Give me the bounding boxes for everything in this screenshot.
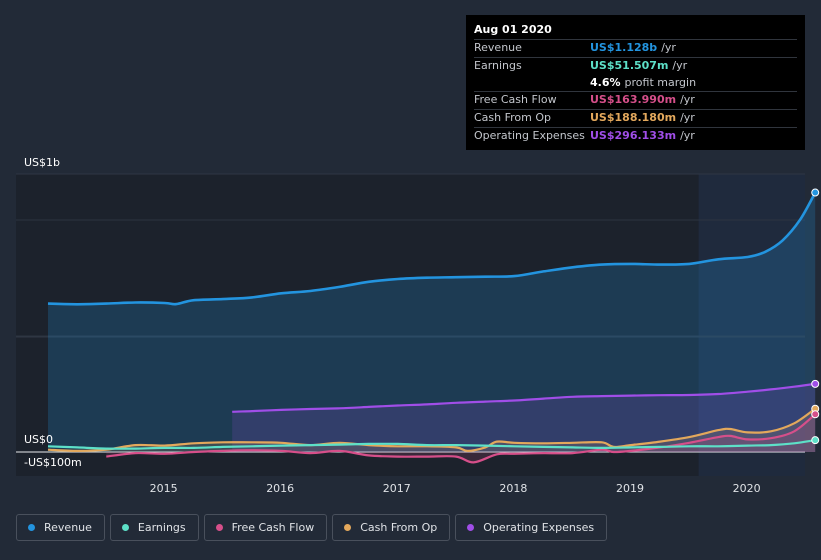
legend-label: Cash From Op: [360, 521, 438, 534]
legend-dot-icon: [344, 524, 352, 531]
x-tick-label: 2016: [266, 482, 294, 495]
legend-dot-icon: [28, 524, 35, 531]
gridlines: [16, 173, 805, 338]
legend: Revenue Earnings Free Cash Flow Cash From O…: [16, 514, 608, 541]
series-line-cash-from-op: [47, 407, 816, 452]
series-endpoints: [811, 188, 820, 445]
legend-label: Operating Expenses: [483, 521, 595, 534]
tooltip-unit: /yr: [661, 41, 676, 54]
tooltip-row-margin: 4.6% profit margin: [474, 75, 797, 92]
series-line-operating-expenses: [232, 382, 816, 413]
tooltip-value-opex: US$296.133m: [590, 128, 677, 142]
legend-label: Earnings: [137, 521, 186, 534]
tooltip-value-cfo: US$188.180m: [590, 111, 677, 125]
data-tooltip: Aug 01 2020 Revenue US$1.128b /yr Earnin…: [466, 15, 805, 150]
x-tick-label: 2015: [150, 482, 178, 495]
tooltip-margin-label: profit margin: [624, 75, 697, 89]
legend-dot-icon: [215, 524, 223, 531]
x-tick-label: 2020: [733, 482, 761, 495]
series-endpoint-operating-expenses: [811, 379, 820, 388]
legend-label: Revenue: [44, 521, 92, 534]
series-line-free-cash-flow: [106, 413, 816, 464]
legend-item-operating-expenses[interactable]: Operating Expenses: [455, 514, 608, 541]
tooltip-unit: /yr: [672, 58, 688, 72]
series-area-revenue: [48, 192, 816, 452]
y-axis-bottom-label: -US$100m: [24, 456, 82, 469]
tooltip-label: Earnings: [474, 58, 522, 72]
tooltip-row-earnings: Earnings US$51.507m /yr: [474, 56, 797, 75]
legend-dot-icon: [467, 524, 475, 531]
x-axis-ticks: 2015 2016 2017 2018 2019 2020: [150, 482, 761, 495]
legend-item-cash-from-op[interactable]: Cash From Op: [332, 514, 451, 541]
x-tick-label: 2017: [383, 482, 411, 495]
tooltip-value-margin: 4.6%: [590, 75, 621, 89]
tooltip-row-opex: Operating Expenses US$296.133m /yr: [474, 126, 797, 145]
tooltip-unit: /yr: [680, 93, 695, 107]
y-axis-top-label: US$1b: [24, 156, 60, 169]
series-layer: [47, 191, 817, 464]
series-endpoint-free-cash-flow: [811, 410, 820, 419]
series-line-earnings: [47, 439, 816, 450]
series-endpoint-revenue: [811, 188, 820, 197]
series-area-operating-expenses: [232, 383, 816, 452]
tooltip-value-earnings: US$51.507m: [590, 58, 669, 72]
tooltip-label: Revenue: [474, 41, 522, 54]
legend-dot-icon: [121, 524, 129, 531]
tooltip-label: Free Cash Flow: [474, 93, 557, 107]
legend-item-free-cash-flow[interactable]: Free Cash Flow: [203, 514, 328, 541]
series-line-revenue: [47, 191, 817, 306]
tooltip-row-revenue: Revenue US$1.128b /yr: [474, 39, 797, 57]
tooltip-row-fcf: Free Cash Flow US$163.990m /yr: [474, 91, 797, 109]
tooltip-value-revenue: US$1.128b: [590, 41, 658, 54]
x-tick-label: 2018: [499, 482, 527, 495]
tooltip-unit: /yr: [680, 111, 695, 125]
tooltip-label: Operating Expenses: [474, 128, 585, 142]
plot-background: [16, 174, 805, 476]
tooltip-row-cfo: Cash From Op US$188.180m /yr: [474, 109, 797, 127]
tooltip-label: Cash From Op: [474, 111, 552, 125]
legend-label: Free Cash Flow: [231, 521, 315, 534]
legend-item-revenue[interactable]: Revenue: [16, 514, 105, 541]
tooltip-date: Aug 01 2020: [474, 23, 552, 36]
x-tick-label: 2019: [616, 482, 644, 495]
tooltip-value-fcf: US$163.990m: [590, 93, 677, 107]
tooltip-unit: /yr: [680, 128, 695, 142]
legend-item-earnings[interactable]: Earnings: [109, 514, 199, 541]
series-endpoint-earnings: [811, 436, 820, 445]
y-axis-zero-label: US$0: [24, 433, 53, 446]
